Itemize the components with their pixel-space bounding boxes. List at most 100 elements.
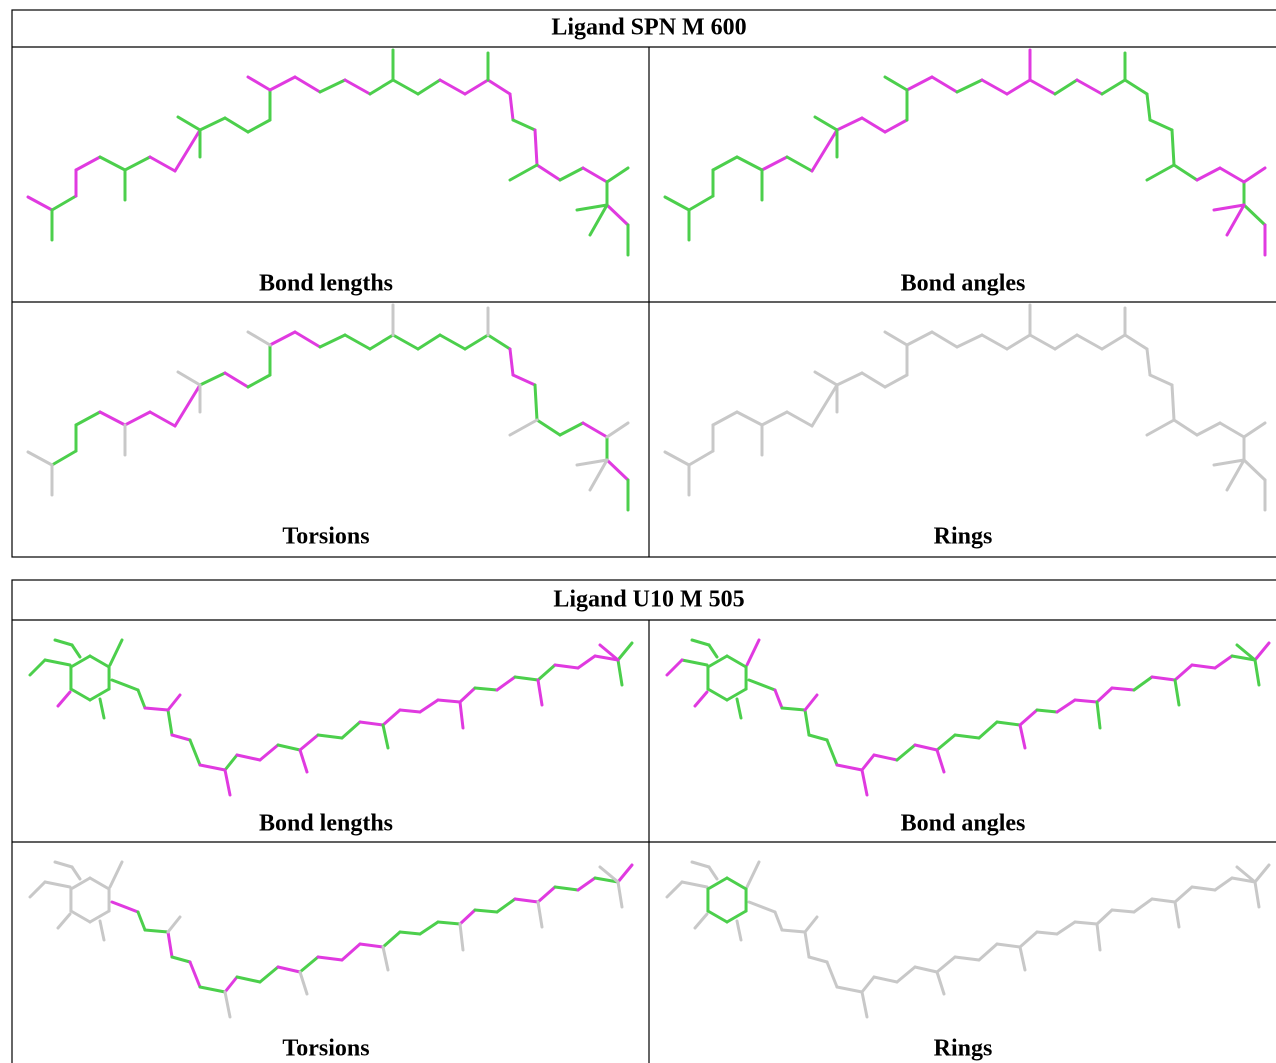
bond bbox=[977, 942, 999, 962]
bond bbox=[110, 900, 140, 914]
bond bbox=[148, 155, 177, 173]
bond bbox=[536, 678, 544, 707]
bond bbox=[1225, 203, 1246, 237]
bond bbox=[318, 333, 347, 349]
bond bbox=[416, 333, 442, 351]
bond bbox=[74, 155, 102, 172]
bond bbox=[69, 876, 92, 891]
bond bbox=[69, 687, 92, 702]
bond bbox=[995, 720, 1022, 727]
bond bbox=[536, 900, 544, 929]
bond bbox=[665, 658, 684, 677]
bond bbox=[813, 115, 839, 132]
bond bbox=[1100, 333, 1127, 351]
bond bbox=[416, 78, 442, 96]
panel-caption: Bond angles bbox=[901, 811, 1026, 837]
bond bbox=[872, 753, 899, 762]
bond bbox=[725, 687, 748, 702]
bond bbox=[258, 743, 280, 762]
bond bbox=[1190, 885, 1217, 892]
bond bbox=[223, 753, 239, 772]
bond bbox=[246, 75, 272, 92]
bond bbox=[883, 75, 909, 92]
bond bbox=[605, 166, 630, 184]
bond bbox=[785, 410, 814, 428]
bond bbox=[711, 155, 739, 172]
bond bbox=[1150, 897, 1177, 904]
bond bbox=[223, 975, 239, 994]
bond bbox=[88, 654, 111, 669]
bond bbox=[735, 697, 743, 720]
bond bbox=[860, 753, 876, 772]
bond bbox=[575, 458, 609, 467]
bond bbox=[980, 333, 1009, 351]
bond bbox=[593, 876, 620, 884]
bond bbox=[553, 663, 580, 670]
bond bbox=[725, 909, 748, 924]
bond bbox=[1170, 128, 1176, 167]
bond bbox=[1173, 678, 1181, 707]
bond bbox=[123, 155, 152, 172]
bond bbox=[473, 908, 499, 914]
bond bbox=[108, 638, 124, 667]
bond bbox=[1073, 698, 1099, 704]
bond bbox=[995, 942, 1022, 949]
bond bbox=[1028, 333, 1057, 351]
bond bbox=[575, 203, 609, 212]
bond bbox=[1173, 663, 1194, 682]
bond bbox=[706, 876, 729, 891]
bond bbox=[108, 860, 124, 889]
bond bbox=[860, 975, 876, 994]
bond bbox=[391, 78, 420, 96]
bond bbox=[98, 919, 106, 942]
panel-caption: Bond lengths bbox=[259, 271, 393, 297]
bond bbox=[1075, 78, 1104, 96]
bond bbox=[50, 194, 78, 212]
bond bbox=[293, 330, 322, 349]
bond bbox=[246, 118, 272, 134]
bond bbox=[43, 880, 72, 889]
bond bbox=[665, 880, 684, 899]
bond bbox=[143, 928, 170, 934]
bond bbox=[725, 654, 748, 669]
bond bbox=[1095, 922, 1102, 952]
bond bbox=[381, 930, 402, 949]
bond bbox=[98, 410, 127, 427]
bond bbox=[246, 373, 272, 389]
bond bbox=[1055, 698, 1077, 714]
bond bbox=[1145, 418, 1176, 437]
bond bbox=[807, 733, 829, 742]
bond bbox=[418, 698, 440, 714]
bond bbox=[576, 654, 597, 670]
bond bbox=[1225, 458, 1246, 492]
bond bbox=[953, 955, 981, 962]
bond bbox=[70, 865, 82, 881]
bond bbox=[381, 708, 402, 727]
bond bbox=[513, 675, 540, 682]
bond bbox=[511, 118, 537, 132]
bond bbox=[1095, 686, 1114, 704]
bond bbox=[223, 768, 232, 797]
bond bbox=[1110, 686, 1136, 692]
bond bbox=[166, 915, 182, 934]
bond bbox=[258, 965, 280, 984]
bond bbox=[1005, 333, 1032, 351]
bond bbox=[803, 708, 811, 737]
bond bbox=[368, 333, 395, 351]
bond bbox=[807, 955, 829, 964]
bond bbox=[835, 116, 864, 132]
bond bbox=[136, 688, 147, 710]
bond bbox=[913, 743, 939, 752]
bond bbox=[223, 116, 250, 134]
bond bbox=[438, 78, 467, 96]
bond bbox=[343, 78, 372, 96]
bond bbox=[1035, 708, 1059, 714]
bond bbox=[773, 688, 784, 710]
bond bbox=[1035, 930, 1059, 936]
bond bbox=[581, 166, 609, 184]
bond bbox=[558, 166, 585, 182]
bond bbox=[680, 658, 709, 667]
bond bbox=[1145, 92, 1152, 122]
bond bbox=[588, 458, 609, 492]
bond bbox=[690, 638, 711, 647]
